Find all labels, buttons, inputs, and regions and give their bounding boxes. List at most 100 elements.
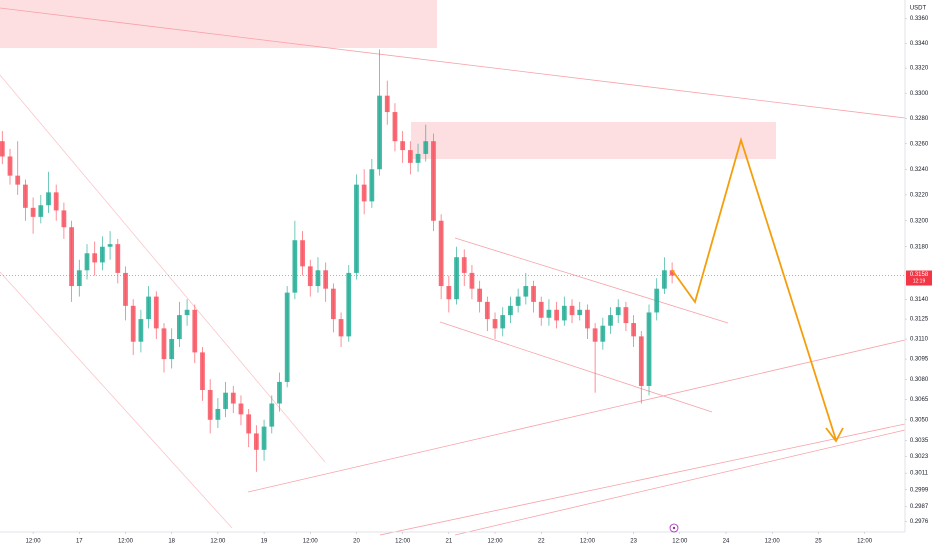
candle-body	[230, 392, 236, 404]
candle-body	[377, 95, 382, 170]
candle-body	[315, 270, 321, 287]
y-tick-label: 0.3050	[910, 417, 929, 423]
candle-body	[30, 207, 36, 217]
supply-zone	[0, 0, 437, 48]
candle-body	[369, 169, 375, 202]
candle-body	[115, 244, 121, 273]
candle-body	[469, 272, 475, 289]
x-tick-label: 21	[445, 539, 452, 545]
y-tick-label: 0.3023	[910, 454, 929, 460]
candle-body	[577, 309, 583, 316]
x-tick-label: 24	[723, 539, 730, 545]
currency-label: USDT	[910, 6, 927, 12]
candle-body	[361, 184, 367, 202]
y-tick-label: 0.3125	[910, 317, 929, 323]
candle-body	[400, 141, 406, 151]
trendlines	[0, 7, 906, 536]
candle-body	[0, 141, 5, 157]
candle-body	[61, 210, 67, 228]
trendline	[379, 423, 906, 536]
candle-body	[546, 309, 552, 318]
supply-zone	[411, 122, 776, 159]
x-tick-label: 12:00	[857, 539, 873, 545]
candle-body	[300, 240, 305, 267]
trendline	[454, 429, 906, 536]
candle-body	[484, 301, 490, 320]
candle-body	[200, 352, 205, 391]
candle-body	[123, 272, 128, 306]
candles	[0, 49, 675, 472]
candle-body	[153, 296, 159, 329]
candle-body	[446, 286, 452, 300]
candle-body	[638, 336, 644, 386]
candle-body	[477, 288, 483, 302]
y-tick-label: 0.3360	[910, 16, 929, 22]
candle-body	[223, 392, 228, 409]
candle-body	[569, 305, 575, 316]
y-tick-label: 0.3140	[910, 297, 929, 303]
candle-body	[615, 307, 621, 316]
candle-body	[500, 315, 506, 329]
candle-body	[454, 257, 459, 300]
candle-body	[346, 272, 352, 337]
projection	[671, 136, 844, 443]
candle-body	[69, 227, 74, 287]
y-tick-label: 0.2987	[910, 504, 929, 510]
candle-body	[407, 150, 413, 163]
x-tick-label: 17	[76, 539, 83, 545]
candle-body	[46, 192, 51, 206]
candle-body	[554, 309, 560, 321]
candle-body	[592, 328, 598, 342]
y-tick-label: 0.3240	[910, 167, 929, 173]
candle-body	[107, 244, 113, 247]
y-tick-label: 0.3095	[910, 357, 929, 363]
candle-body	[130, 305, 136, 342]
candle-body	[492, 319, 498, 329]
candle-body	[161, 328, 167, 360]
candle-body	[631, 323, 637, 337]
candle-body	[246, 414, 252, 434]
candle-body	[277, 381, 282, 404]
x-tick-label: 25	[815, 539, 822, 545]
trendline	[0, 7, 906, 119]
y-tick-label: 0.3320	[910, 66, 929, 72]
candle-body	[669, 270, 675, 276]
y-tick-label: 0.3180	[910, 244, 929, 250]
candle-body	[323, 270, 329, 289]
trendline	[0, 271, 233, 529]
trendline	[0, 74, 326, 463]
candle-body	[600, 325, 606, 342]
candle-body	[261, 426, 267, 450]
y-tick-label: 0.3011	[910, 471, 929, 477]
candle-body	[92, 253, 98, 263]
projection-path	[671, 136, 837, 441]
x-tick-label: 12:00	[580, 539, 596, 545]
x-tick-label: 23	[630, 539, 637, 545]
y-tick-label: 0.3035	[910, 438, 929, 444]
candle-body	[38, 205, 44, 217]
candle-body	[192, 309, 198, 353]
candle-body	[292, 240, 298, 293]
projection-arrowhead	[825, 427, 844, 443]
y-tick-label: 0.3340	[910, 41, 929, 47]
countdown: 12:19	[913, 278, 926, 284]
candle-body	[284, 292, 290, 382]
candle-body	[561, 305, 567, 321]
candle-body	[84, 253, 90, 271]
candle-body	[585, 309, 590, 329]
y-tick-label: 0.3260	[910, 141, 929, 147]
x-tick-label: 12:00	[26, 539, 42, 545]
candle-body	[461, 257, 467, 273]
last-price-box	[906, 270, 932, 286]
y-tick-label: 0.3280	[910, 116, 929, 122]
x-tick-label: 19	[261, 539, 268, 545]
candle-body	[523, 286, 529, 297]
y-tick-label: 0.2976	[910, 519, 929, 525]
y-tick-label: 0.3200	[910, 218, 929, 224]
channel-line	[439, 321, 713, 413]
x-tick-label: 12:00	[488, 539, 504, 545]
event-icon-dot	[672, 526, 676, 530]
candle-body	[184, 309, 190, 316]
y-tick-label: 0.2999	[910, 487, 929, 493]
